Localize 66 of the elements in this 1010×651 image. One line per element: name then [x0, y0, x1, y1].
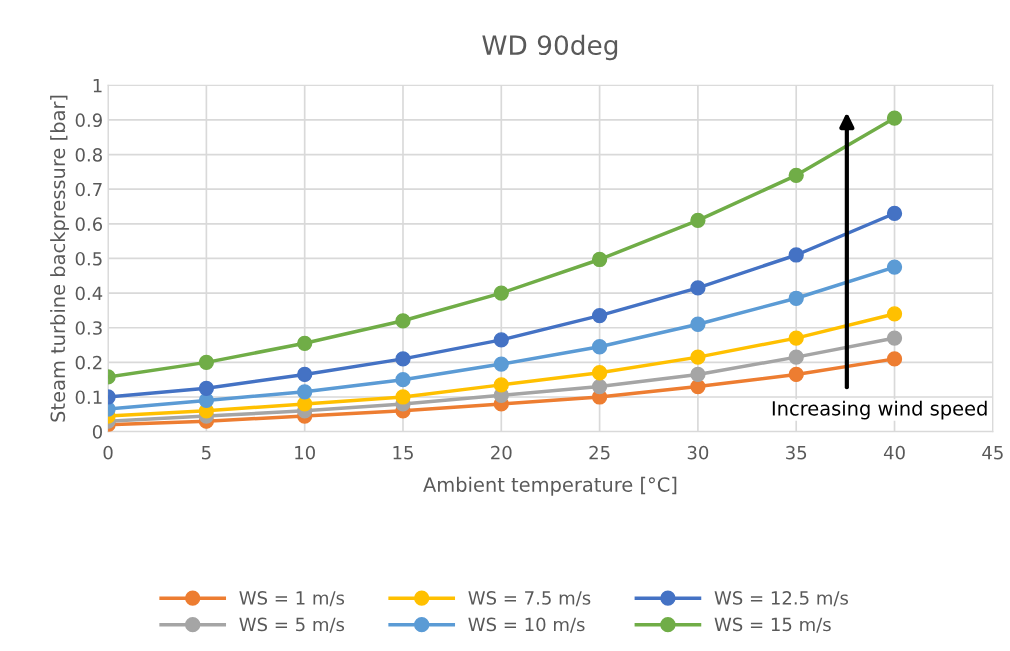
point	[591, 365, 608, 381]
y-tick-label: 0	[92, 425, 103, 439]
point	[493, 356, 509, 372]
y-tick-label: 0.1	[75, 390, 102, 405]
point	[886, 306, 903, 322]
y-tick-label: 0.7	[75, 182, 102, 197]
point	[198, 354, 215, 370]
y-tick-label: 0.8	[75, 148, 102, 162]
legend-label: WS = 5 m/s	[239, 617, 345, 633]
y-tick-label: 1	[93, 78, 102, 93]
point	[297, 384, 313, 400]
chart-title: WD 90deg	[482, 34, 618, 61]
annotation: Increasing wind speed	[772, 400, 987, 420]
legend-label: WS = 12.5 m/s	[714, 591, 849, 607]
x-tick-label: 40	[883, 445, 905, 460]
point	[591, 251, 608, 268]
y-tick-label: 0.5	[75, 251, 102, 266]
point	[395, 351, 411, 367]
point	[591, 339, 608, 355]
x-tick-label: 10	[295, 445, 315, 460]
point	[395, 313, 411, 329]
legend-label: WS = 15 m/s	[714, 617, 831, 633]
point	[690, 366, 706, 383]
point	[788, 366, 804, 383]
point	[395, 389, 411, 405]
point	[788, 167, 804, 183]
x-tick-label: 45	[982, 446, 1003, 460]
point	[690, 349, 706, 365]
point	[886, 351, 903, 367]
x-tick-label: 20	[491, 445, 512, 460]
legend-label: WS = 10 m/s	[468, 617, 585, 633]
point	[788, 330, 804, 346]
point	[493, 332, 509, 348]
x-tick-label: 15	[393, 446, 413, 460]
legend-label: WS = 1 m/s	[239, 591, 345, 607]
y-tick-label: 0.9	[75, 113, 102, 128]
legend-label: WS = 7.5 m/s	[468, 591, 591, 607]
y-tick-label: 0.2	[75, 355, 102, 370]
x-tick-label: 5	[202, 446, 211, 460]
point	[886, 259, 903, 275]
point	[198, 380, 215, 396]
x-tick-label: 30	[687, 445, 709, 460]
y-tick-label: 0.6	[75, 217, 103, 231]
point	[690, 212, 706, 228]
point	[297, 366, 313, 383]
point	[788, 247, 804, 263]
y-axis-title: Steam turbine backpressure [bar]	[50, 95, 69, 422]
point	[591, 378, 608, 395]
point	[297, 335, 313, 351]
point	[690, 316, 706, 332]
point	[493, 285, 509, 301]
point	[886, 330, 903, 346]
point	[395, 372, 411, 388]
point	[886, 205, 903, 222]
point	[690, 280, 706, 296]
x-tick-label: 35	[786, 445, 807, 460]
point	[493, 377, 509, 393]
y-tick-label: 0.4	[75, 286, 103, 301]
point	[591, 307, 608, 324]
x-axis-title: Ambient temperature [°C]	[423, 476, 677, 496]
point	[788, 290, 804, 306]
point	[886, 110, 903, 126]
x-tick-label: 25	[589, 445, 610, 460]
x-tick-label: 0	[103, 445, 113, 460]
y-tick-label: 0.3	[75, 321, 102, 335]
point	[788, 349, 804, 365]
